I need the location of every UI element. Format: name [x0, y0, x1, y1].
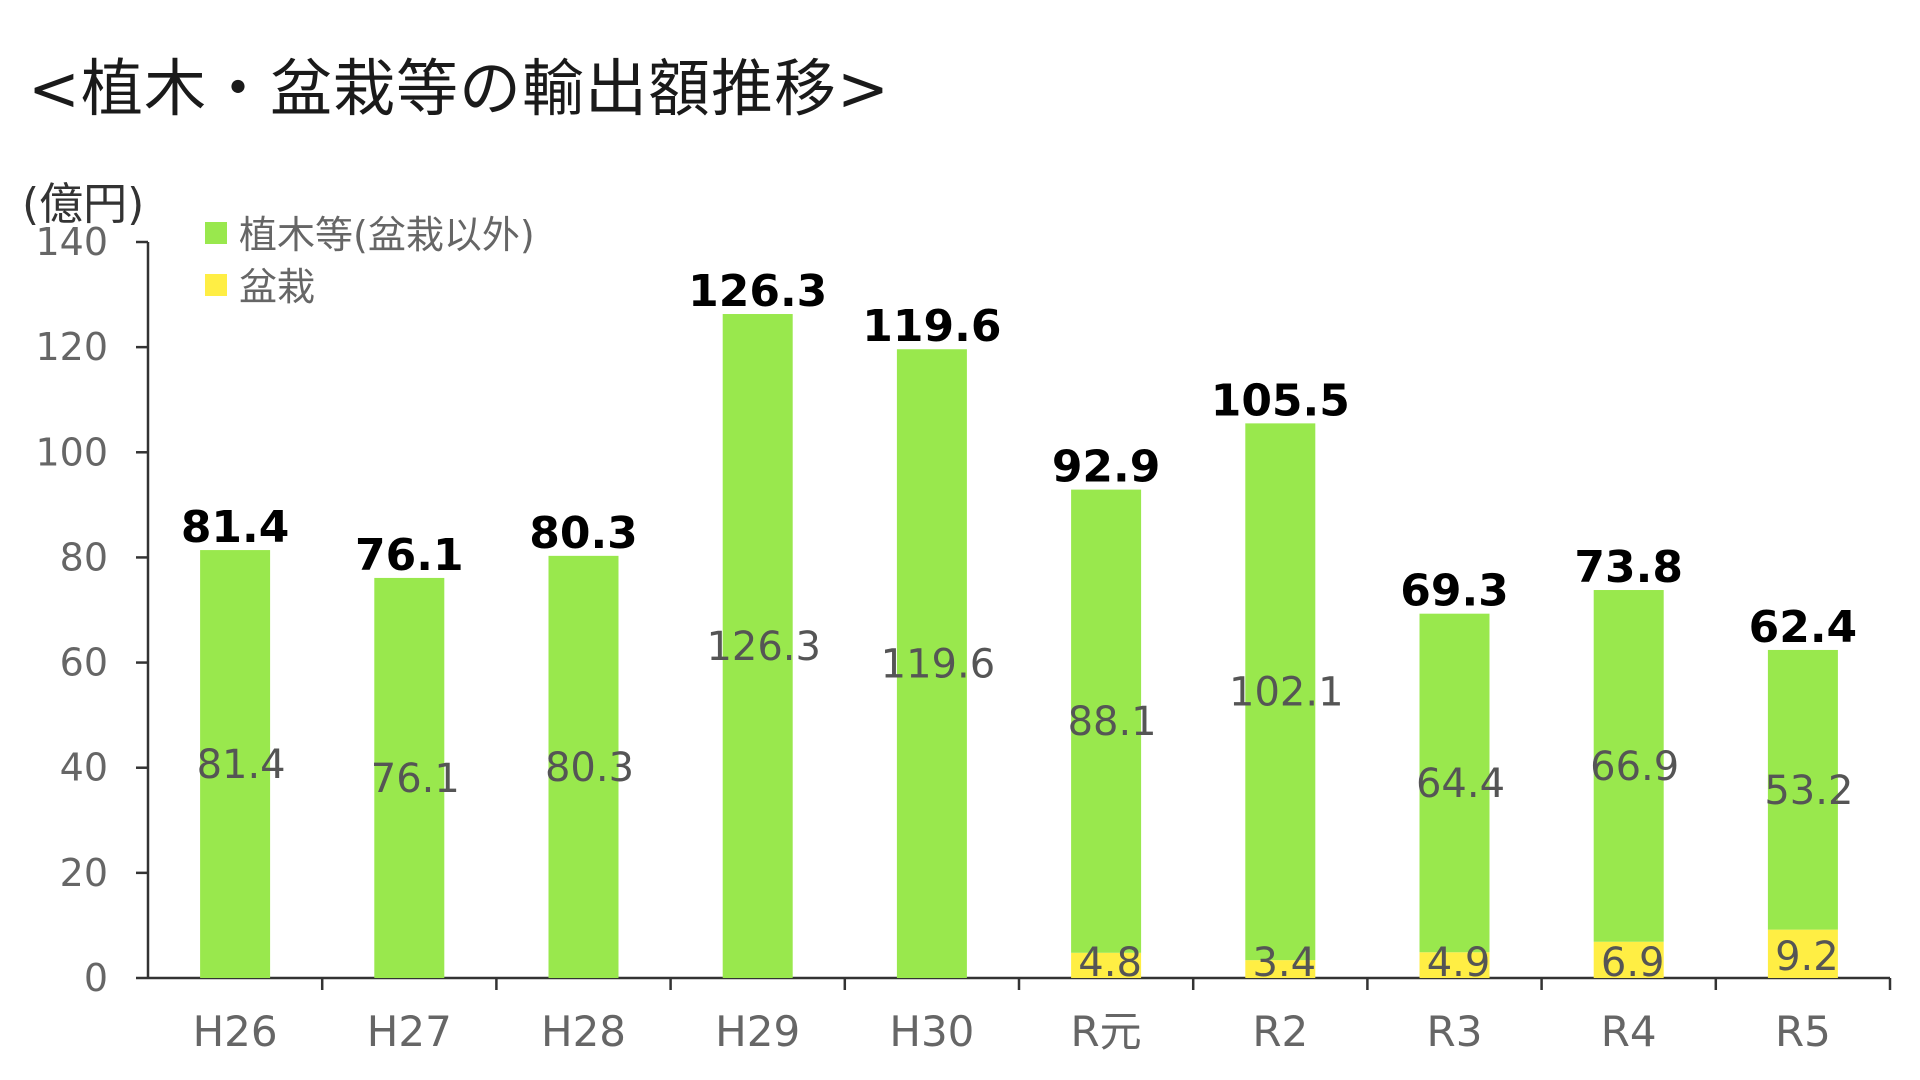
legend-swatch — [205, 222, 227, 244]
data-label-plants: 53.2 — [1764, 768, 1853, 814]
data-label-total: 69.3 — [1400, 566, 1509, 617]
y-tick-label: 60 — [60, 641, 108, 685]
data-label-total: 73.8 — [1574, 542, 1683, 593]
chart-title: <植木・盆栽等の輸出額推移> — [28, 52, 890, 125]
data-label-total: 62.4 — [1749, 602, 1858, 653]
data-label-plants: 126.3 — [706, 624, 821, 670]
legend-label: 植木等(盆栽以外) — [239, 213, 535, 257]
bar-segment-plants — [722, 314, 793, 979]
bar-segment-bonsai — [1245, 960, 1316, 978]
data-label-plants: 76.1 — [371, 756, 460, 802]
data-label-bonsai: 4.9 — [1427, 940, 1491, 986]
data-label-plants: 88.1 — [1068, 699, 1157, 745]
bar-segment-plants — [1767, 649, 1838, 930]
bar-segment-plants — [1419, 613, 1490, 953]
bar-segment-plants — [548, 555, 619, 978]
data-label-plants: 80.3 — [545, 745, 634, 791]
bar-segment-bonsai — [1767, 929, 1838, 978]
data-label-bonsai: 4.8 — [1078, 940, 1142, 986]
y-tick-label: 80 — [60, 535, 108, 579]
data-label-total: 80.3 — [529, 508, 638, 559]
legend-swatch — [205, 274, 227, 296]
x-category-label: H26 — [193, 1007, 278, 1056]
data-label-bonsai: 3.4 — [1252, 940, 1316, 986]
x-category-label: R2 — [1252, 1007, 1308, 1056]
bar-segment-plants — [1245, 423, 1316, 961]
x-category-label: R3 — [1427, 1007, 1483, 1056]
data-label-plants: 81.4 — [197, 742, 286, 788]
x-category-label: R元 — [1071, 1007, 1142, 1056]
data-label-total: 76.1 — [355, 530, 464, 581]
data-label-bonsai: 9.2 — [1775, 934, 1839, 980]
x-category-label: H30 — [889, 1007, 974, 1056]
bar-segment-bonsai — [1593, 941, 1664, 978]
bar-segment-plants — [200, 550, 271, 978]
data-label-bonsai: 6.9 — [1601, 940, 1665, 986]
data-label-total: 92.9 — [1052, 442, 1161, 493]
data-label-plants: 64.4 — [1416, 761, 1505, 807]
data-label-total: 119.6 — [862, 301, 1001, 352]
bar-segment-plants — [1071, 489, 1142, 953]
y-tick-label: 140 — [35, 220, 108, 264]
y-axis-unit-label: (億円) — [22, 179, 145, 230]
x-category-label: H28 — [541, 1007, 626, 1056]
x-category-label: H29 — [715, 1007, 800, 1056]
bar-segment-plants — [1593, 590, 1664, 942]
x-category-label: R4 — [1601, 1007, 1657, 1056]
y-tick-label: 20 — [60, 851, 108, 895]
data-label-plants: 102.1 — [1229, 670, 1344, 716]
data-label-total: 105.5 — [1211, 375, 1350, 426]
legend-label: 盆栽 — [239, 265, 315, 309]
bar-segment-bonsai — [1419, 952, 1490, 978]
y-tick-label: 120 — [35, 325, 108, 369]
bar-segment-bonsai — [1071, 952, 1142, 978]
y-tick-label: 100 — [35, 430, 108, 474]
bar-segment-plants — [896, 349, 967, 978]
y-tick-label: 0 — [84, 956, 108, 1000]
bar-segment-plants — [374, 577, 445, 978]
y-tick-label: 40 — [60, 746, 108, 790]
data-label-plants: 66.9 — [1590, 744, 1679, 790]
data-label-total: 126.3 — [688, 266, 827, 317]
data-label-total: 81.4 — [181, 502, 290, 553]
data-label-plants: 119.6 — [881, 642, 996, 688]
x-category-label: R5 — [1775, 1007, 1831, 1056]
x-category-label: H27 — [367, 1007, 452, 1056]
